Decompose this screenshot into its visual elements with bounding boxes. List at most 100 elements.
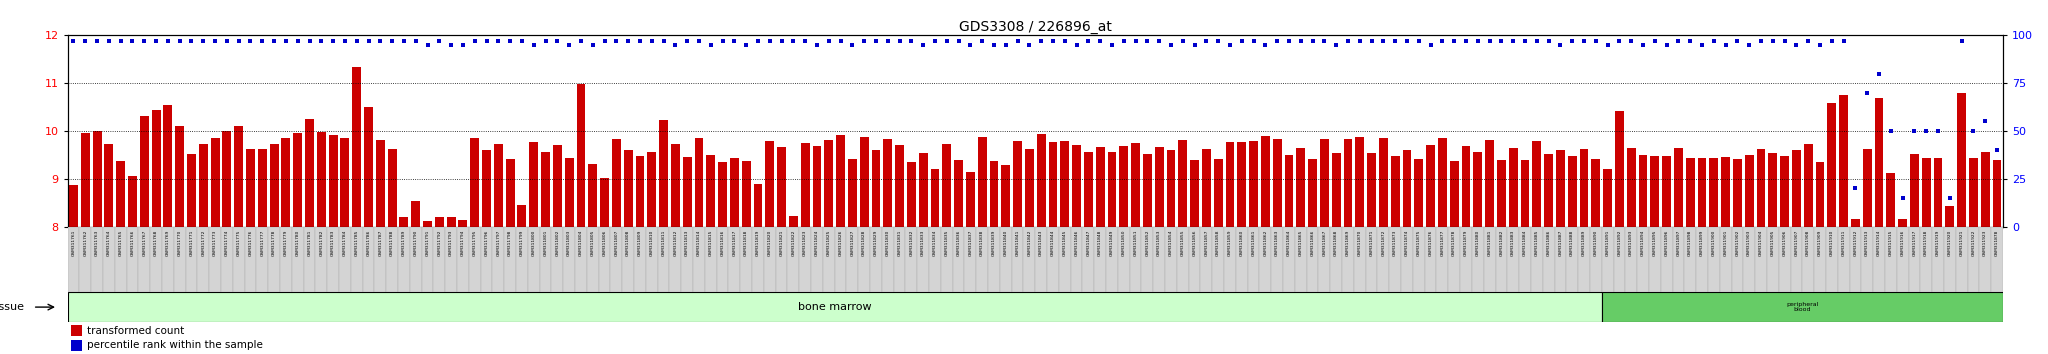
Point bbox=[541, 38, 573, 44]
Bar bbox=[1911, 154, 1919, 227]
Text: GSM311900: GSM311900 bbox=[1712, 230, 1716, 256]
Text: GSM311858: GSM311858 bbox=[1217, 230, 1221, 256]
Text: GSM311923: GSM311923 bbox=[1982, 230, 1987, 256]
Bar bbox=[1473, 153, 1483, 227]
Point bbox=[1024, 38, 1057, 44]
Text: GSM311857: GSM311857 bbox=[1204, 230, 1208, 256]
Point bbox=[1827, 38, 1860, 44]
Bar bbox=[682, 157, 692, 227]
Bar bbox=[1946, 206, 1954, 227]
Bar bbox=[340, 227, 350, 292]
Text: GSM311793: GSM311793 bbox=[449, 230, 453, 256]
Bar bbox=[422, 227, 434, 292]
Text: GSM311818: GSM311818 bbox=[743, 230, 748, 256]
Bar bbox=[541, 152, 551, 227]
Point bbox=[754, 38, 786, 44]
Bar bbox=[412, 201, 420, 227]
Point bbox=[836, 42, 868, 48]
Text: GSM311856: GSM311856 bbox=[1192, 230, 1196, 256]
Text: GSM311854: GSM311854 bbox=[1169, 230, 1174, 256]
Bar bbox=[1921, 227, 1931, 292]
Bar bbox=[1200, 227, 1212, 292]
Point bbox=[80, 38, 113, 44]
Text: GSM311893: GSM311893 bbox=[1630, 230, 1632, 256]
Bar bbox=[317, 132, 326, 227]
Bar bbox=[1485, 139, 1495, 227]
Bar bbox=[481, 227, 492, 292]
Bar bbox=[459, 220, 467, 227]
Bar bbox=[786, 227, 799, 292]
Bar bbox=[672, 144, 680, 227]
Point bbox=[340, 38, 373, 44]
Bar bbox=[1036, 134, 1047, 227]
Bar bbox=[70, 325, 82, 336]
Point bbox=[1415, 42, 1448, 48]
Bar bbox=[1356, 137, 1364, 227]
Point bbox=[1143, 38, 1176, 44]
Text: GSM311896: GSM311896 bbox=[1665, 230, 1669, 256]
Bar bbox=[717, 227, 729, 292]
Point bbox=[741, 38, 774, 44]
Bar bbox=[1012, 227, 1024, 292]
Point bbox=[1450, 38, 1483, 44]
Bar bbox=[1886, 173, 1894, 227]
Text: GSM311892: GSM311892 bbox=[1618, 230, 1622, 256]
Text: GSM311837: GSM311837 bbox=[969, 230, 973, 256]
Bar bbox=[1958, 93, 1966, 227]
Text: GSM311889: GSM311889 bbox=[1581, 230, 1585, 256]
Bar bbox=[1425, 145, 1436, 227]
Point bbox=[1014, 42, 1047, 48]
Point bbox=[1886, 195, 1919, 201]
Bar bbox=[1651, 156, 1659, 227]
Text: peripheral
blood: peripheral blood bbox=[1786, 302, 1819, 313]
Point bbox=[1958, 128, 1991, 134]
Text: GSM311867: GSM311867 bbox=[1323, 230, 1327, 256]
Text: GSM311815: GSM311815 bbox=[709, 230, 713, 256]
Bar bbox=[1968, 158, 1978, 227]
Text: GSM311904: GSM311904 bbox=[1759, 230, 1763, 256]
Point bbox=[57, 38, 90, 44]
Text: GSM311917: GSM311917 bbox=[1913, 230, 1917, 256]
Point bbox=[152, 38, 184, 44]
Text: GSM311878: GSM311878 bbox=[1995, 230, 1999, 256]
Bar bbox=[197, 227, 209, 292]
Point bbox=[588, 38, 621, 44]
Bar bbox=[104, 144, 113, 227]
Point bbox=[1343, 38, 1376, 44]
Text: GSM311873: GSM311873 bbox=[1393, 230, 1397, 256]
Bar bbox=[127, 227, 139, 292]
Bar bbox=[848, 159, 856, 227]
Point bbox=[258, 38, 291, 44]
Bar bbox=[328, 135, 338, 227]
Point bbox=[1710, 42, 1743, 48]
Bar bbox=[764, 227, 776, 292]
Text: GSM311800: GSM311800 bbox=[532, 230, 537, 256]
Bar bbox=[682, 227, 692, 292]
Text: GSM311787: GSM311787 bbox=[379, 230, 383, 256]
Text: GSM311814: GSM311814 bbox=[696, 230, 700, 256]
Bar bbox=[186, 154, 197, 227]
Point bbox=[623, 38, 655, 44]
Text: GSM311834: GSM311834 bbox=[934, 230, 936, 256]
Bar bbox=[719, 162, 727, 227]
Bar bbox=[1579, 149, 1589, 227]
Text: GSM311772: GSM311772 bbox=[201, 230, 205, 256]
Bar bbox=[1165, 227, 1178, 292]
Text: GSM311885: GSM311885 bbox=[1534, 230, 1538, 256]
Text: GSM311813: GSM311813 bbox=[686, 230, 688, 256]
Point bbox=[471, 38, 504, 44]
Bar bbox=[471, 138, 479, 227]
Point bbox=[823, 38, 856, 44]
Bar bbox=[1343, 139, 1352, 227]
Bar bbox=[1319, 227, 1331, 292]
Point bbox=[612, 38, 645, 44]
Bar bbox=[1978, 227, 1991, 292]
Bar bbox=[739, 227, 752, 292]
Bar bbox=[1567, 227, 1579, 292]
Text: GSM311801: GSM311801 bbox=[543, 230, 547, 256]
Bar bbox=[813, 146, 821, 227]
Bar bbox=[1520, 160, 1530, 227]
Point bbox=[1331, 38, 1364, 44]
Bar bbox=[446, 217, 455, 227]
Text: GSM311901: GSM311901 bbox=[1724, 230, 1729, 256]
